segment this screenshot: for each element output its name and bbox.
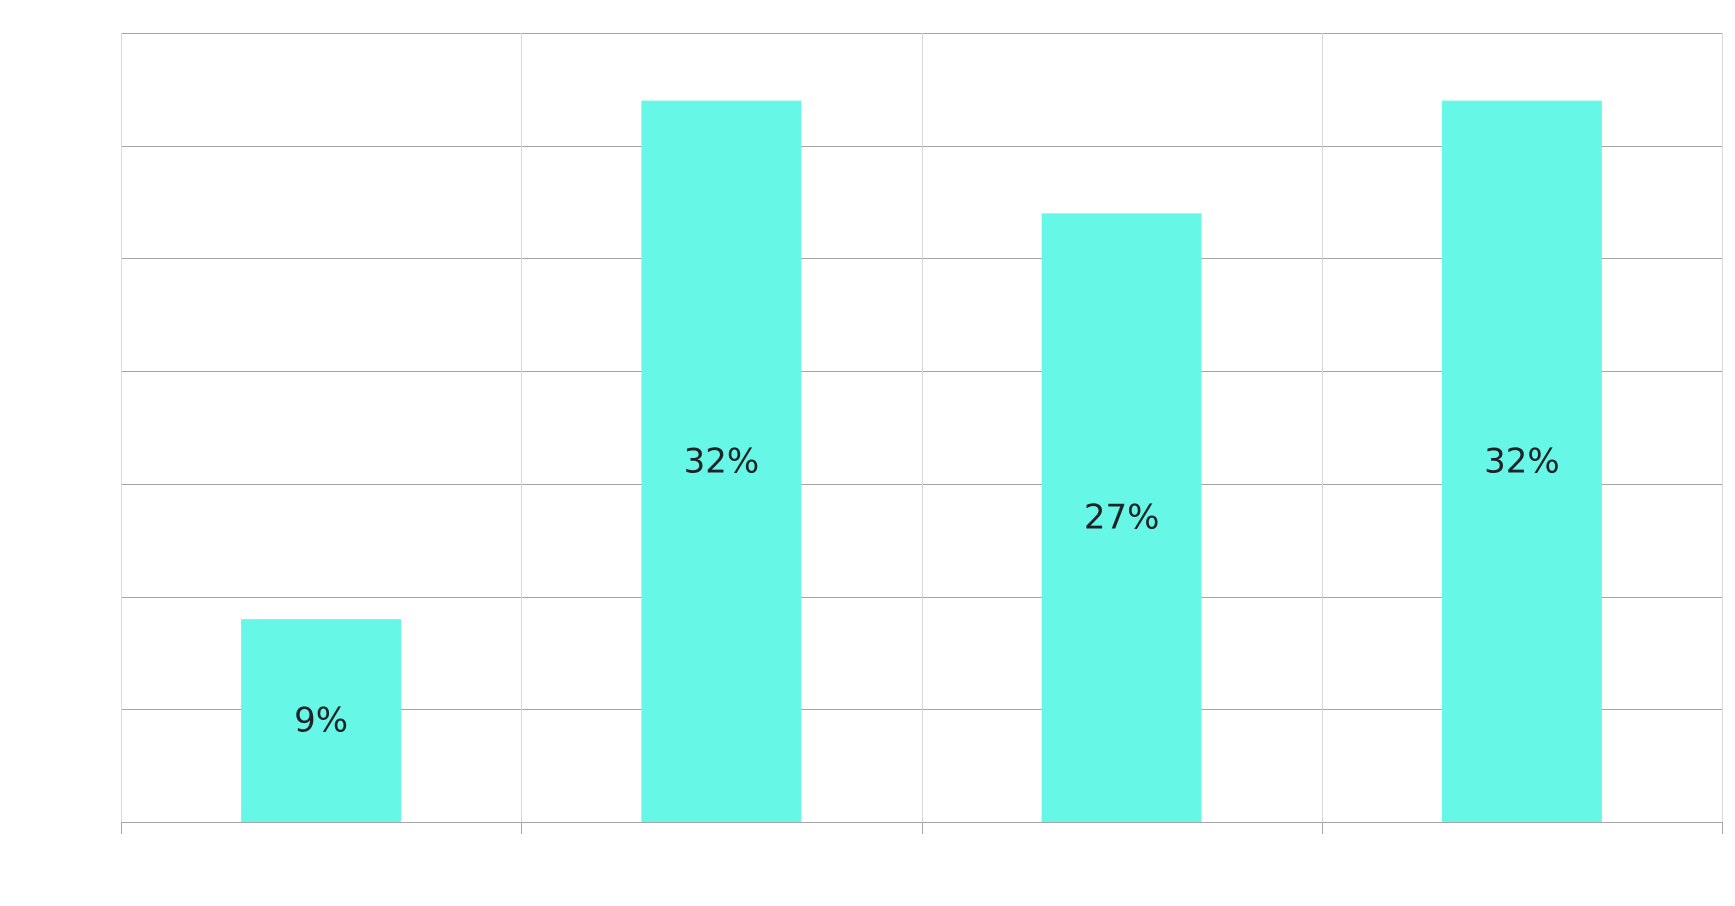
bars [241,100,1602,823]
bar-label-4: 32% [1484,441,1560,481]
bar-3 [1041,213,1202,823]
bar-2 [641,100,802,823]
bar-label-3: 27% [1084,498,1160,538]
vertical-gridlines [121,33,1723,822]
bar-label-1: 9% [294,701,348,741]
bar-1 [241,619,402,822]
bar-label-2: 32% [684,441,760,481]
bar-4 [1441,100,1602,823]
data-labels: 9% 32% 27% 32% [294,441,1560,740]
x-axis [121,822,1723,834]
